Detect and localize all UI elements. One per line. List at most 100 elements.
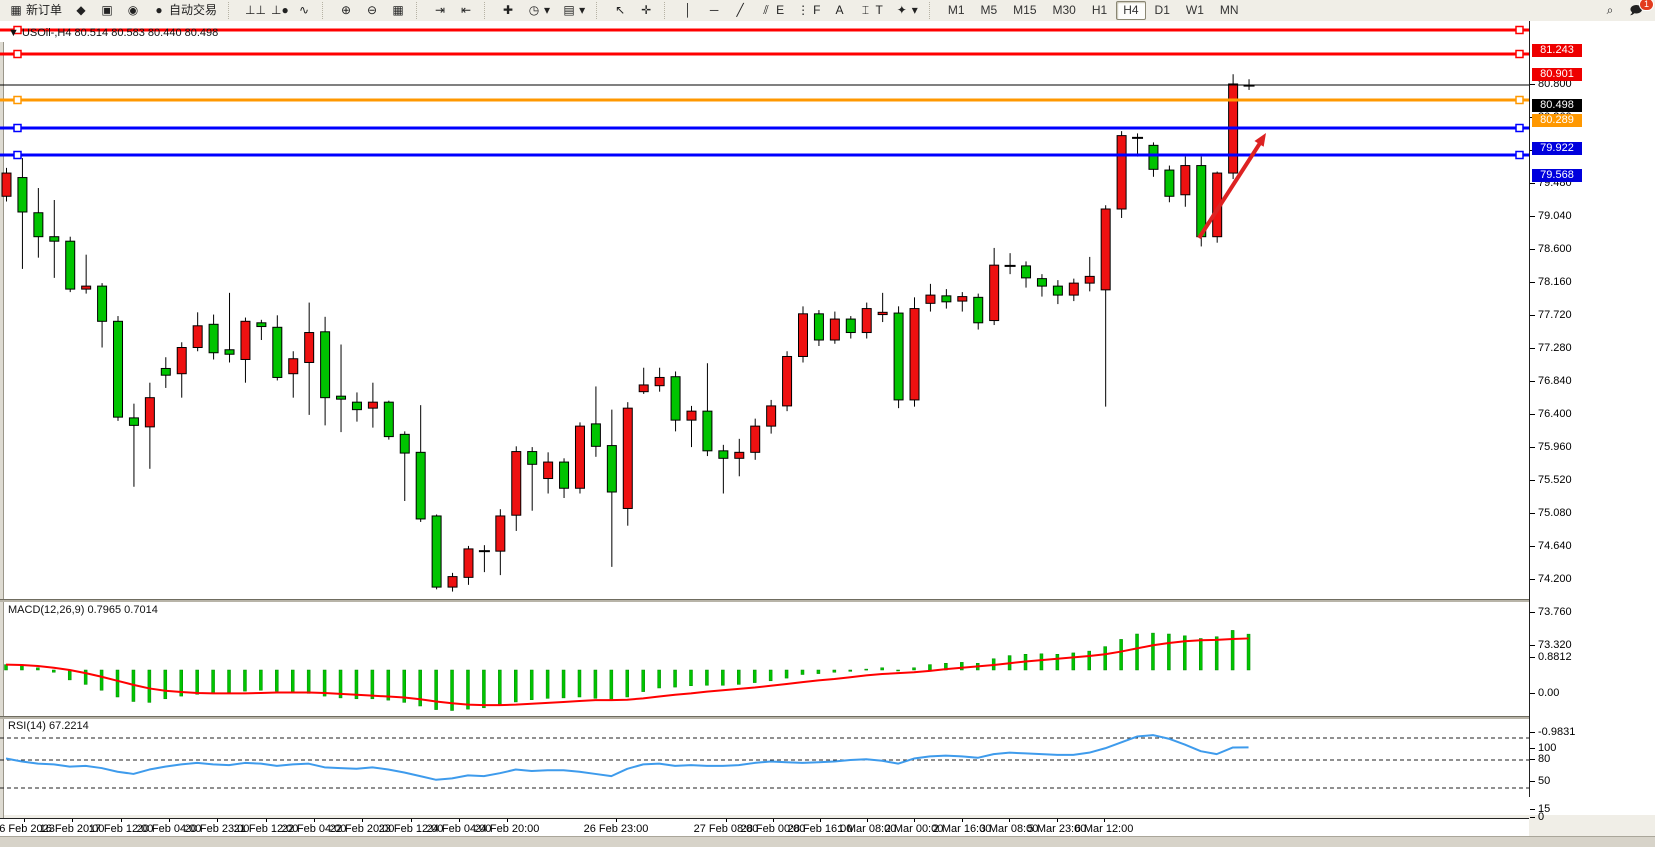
auto-trading-button[interactable]: ● 自动交易 [147, 1, 222, 20]
templates-button[interactable]: ▤ ▾ [557, 1, 590, 20]
price-tick-label: 77.720 [1538, 309, 1572, 321]
candle [829, 311, 840, 344]
hline-icon: ─ [709, 3, 719, 17]
search-button[interactable]: ⌕ [1598, 1, 1622, 20]
candle [1004, 253, 1016, 275]
hline-79922-handle[interactable] [13, 123, 22, 133]
channel-button[interactable]: ⫽ E [754, 1, 789, 20]
indicators-button[interactable]: ✚ [496, 1, 520, 20]
candle [638, 367, 649, 394]
macd-pane-canvas[interactable] [0, 601, 1529, 717]
hline-79568[interactable] [0, 150, 1529, 160]
fibonacci-button[interactable]: ⋮ F [791, 1, 825, 20]
candle [750, 418, 761, 460]
candle [813, 310, 824, 347]
candle [511, 446, 522, 531]
trendline-button[interactable]: ╱ [728, 1, 752, 20]
periods-button-label: ▾ [544, 3, 551, 17]
vline-button[interactable]: │ [676, 1, 700, 20]
price-axis: 80.80080.36079.92079.48079.04078.60078.1… [1530, 21, 1655, 651]
toolbar-separator [322, 2, 328, 19]
chat-button[interactable]: 🗩 1 [1624, 0, 1654, 20]
symbol-dropdown-marker[interactable]: ▼ [8, 27, 19, 39]
hline-80289-handle[interactable] [1515, 95, 1524, 105]
candle [144, 382, 155, 469]
candle [654, 367, 665, 392]
hline-79922[interactable] [0, 123, 1529, 133]
candle [97, 283, 108, 348]
text-button[interactable]: A [827, 1, 851, 20]
macd-tick-label: 0.00 [1538, 687, 1560, 699]
candle [176, 342, 187, 398]
timeframe-w1[interactable]: W1 [1185, 3, 1204, 17]
timeframe-m15[interactable]: M15 [1013, 3, 1037, 17]
chart-window-button[interactable]: ◆ [69, 1, 93, 20]
candle-chart-button[interactable]: ⊥● [266, 1, 290, 20]
price-tick-label: 74.200 [1538, 573, 1572, 585]
hline-80289[interactable] [0, 95, 1529, 105]
macd-histogram-bar [1103, 646, 1107, 671]
timeframe-h4[interactable]: H4 [1116, 1, 1146, 20]
cursor-button[interactable]: ↖ [608, 1, 632, 20]
timeframe-m1[interactable]: M1 [947, 3, 965, 17]
candle [320, 316, 331, 426]
hline-79568-handle[interactable] [13, 150, 22, 160]
pane-separator-rsi[interactable] [0, 716, 1529, 719]
bar-chart-button[interactable]: ⊥⊥ [240, 1, 266, 20]
terminal-button[interactable]: ▣ [95, 1, 119, 20]
macd-histogram-bar [290, 669, 295, 693]
toolbar-separator [928, 2, 935, 19]
time-tick-dash [314, 819, 315, 822]
main-toolbar: ▦ 新订单 ◆ ▣ ◉ ● 自动交易 ⊥⊥ ⊥● ∿ ⊕ ⊖ ▦ ⇥ ⇤ ✚ ◷ ▾ ▤ ▾ ↖ ✛ │ ─ ╱ ⫽ E ⋮ F A ⌶ T ✦… [0, 0, 1655, 22]
hline-80901-handle[interactable] [13, 49, 22, 59]
macd-histogram-bar [800, 669, 805, 675]
signal-button[interactable]: ◉ [121, 1, 145, 20]
macd-histogram-bar [67, 669, 72, 681]
hline-80289-handle[interactable] [13, 95, 22, 105]
macd-histogram-bar [1119, 639, 1123, 671]
arrow-annotation[interactable] [1197, 133, 1266, 240]
candle [65, 236, 76, 293]
new-order-button[interactable]: ▦ 新订单 [4, 1, 67, 20]
timeframe-h1[interactable]: H1 [1091, 3, 1108, 17]
macd-histogram-bar [593, 669, 598, 699]
hline-81243-handle[interactable] [13, 25, 22, 35]
hline-80901-handle[interactable] [1515, 49, 1524, 59]
rsi-pane-canvas[interactable] [0, 718, 1529, 797]
line-chart-button[interactable]: ∿ [292, 1, 316, 20]
tile-windows-button[interactable]: ▦ [386, 1, 410, 20]
shapes-button[interactable]: ✦ ▾ [890, 1, 923, 20]
timeframe-m30[interactable]: M30 [1052, 3, 1076, 17]
hline-button[interactable]: ─ [702, 1, 726, 20]
auto-scroll-button[interactable]: ⇥ [428, 1, 452, 20]
chart-shift-button[interactable]: ⇤ [454, 1, 478, 20]
timeframe-mn[interactable]: MN [1219, 3, 1239, 17]
hline-79922-handle[interactable] [1515, 123, 1524, 133]
price-tick-dash [1530, 216, 1535, 217]
periods-button[interactable]: ◷ ▾ [522, 1, 555, 20]
chart-window-icon: ◆ [76, 3, 86, 17]
hline-81243[interactable] [0, 25, 1529, 35]
crosshair-button[interactable]: ✛ [634, 1, 658, 20]
timeframe-d1[interactable]: D1 [1154, 3, 1170, 17]
auto-trading-icon: ● [155, 3, 163, 17]
toolbar-group: ↖ ✛ [604, 0, 662, 21]
timeframe-m5[interactable]: M5 [980, 3, 998, 17]
price-badge-80901: 80.901 [1532, 68, 1582, 81]
hline-80901[interactable] [0, 49, 1529, 59]
zoom-out-button[interactable]: ⊖ [360, 1, 384, 20]
zoom-in-button[interactable]: ⊕ [334, 1, 358, 20]
macd-tick-dash [1530, 732, 1535, 733]
time-tick-dash [459, 819, 460, 822]
macd-histogram-bar [1039, 653, 1044, 671]
candle [495, 509, 506, 576]
candle [957, 292, 968, 312]
hline-79568-handle[interactable] [1515, 150, 1524, 160]
rsi-line [5, 734, 1249, 781]
hline-81243-handle[interactable] [1515, 25, 1524, 35]
price-chart-canvas[interactable] [0, 21, 1529, 599]
rsi-axis: 100 80 50 15 0 [1530, 718, 1655, 823]
text-label-button[interactable]: ⌶ T [853, 1, 887, 20]
macd-histogram-bar [609, 669, 614, 701]
pane-separator-macd[interactable] [0, 599, 1529, 602]
